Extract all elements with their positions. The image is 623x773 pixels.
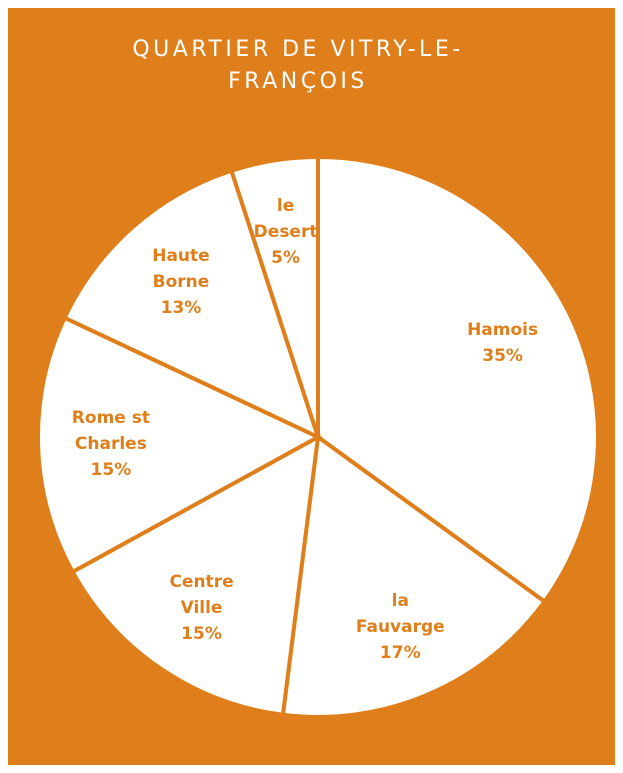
slice <box>316 154 600 605</box>
slice-label: le Desert 5% <box>251 193 321 271</box>
slice-label: Haute Borne 13% <box>141 243 221 321</box>
category-label: le Desert <box>253 196 318 243</box>
category-label: Rome st Charles <box>71 407 150 454</box>
category-label: Centre Ville <box>169 572 234 619</box>
value-label: 35% <box>482 345 523 366</box>
value-label: 15% <box>181 624 222 645</box>
slice <box>36 315 323 575</box>
value-label: 15% <box>90 459 132 480</box>
category-label: la Fauvarge <box>355 591 445 638</box>
slice <box>228 154 320 438</box>
slice-label: Rome st Charles 15% <box>65 405 157 483</box>
slice <box>69 433 321 718</box>
pie <box>36 154 600 719</box>
category-label: Haute Borne <box>152 245 210 292</box>
slice-label: Centre Ville 15% <box>162 569 242 647</box>
value-label: 17% <box>379 643 421 664</box>
chart: QUARTIER DE VITRY-LE-FRANÇOIS Hamois 35% l… <box>8 8 615 765</box>
slice <box>280 433 548 719</box>
slice-label: Hamois 35% <box>463 317 543 369</box>
value-label: 13% <box>160 297 202 318</box>
slice-label: la Fauvarge 17% <box>350 588 450 666</box>
chart-title: QUARTIER DE VITRY-LE-FRANÇOIS <box>132 37 464 94</box>
slice <box>61 168 322 441</box>
value-label: 5% <box>271 248 301 269</box>
category-label: Hamois <box>467 319 539 340</box>
